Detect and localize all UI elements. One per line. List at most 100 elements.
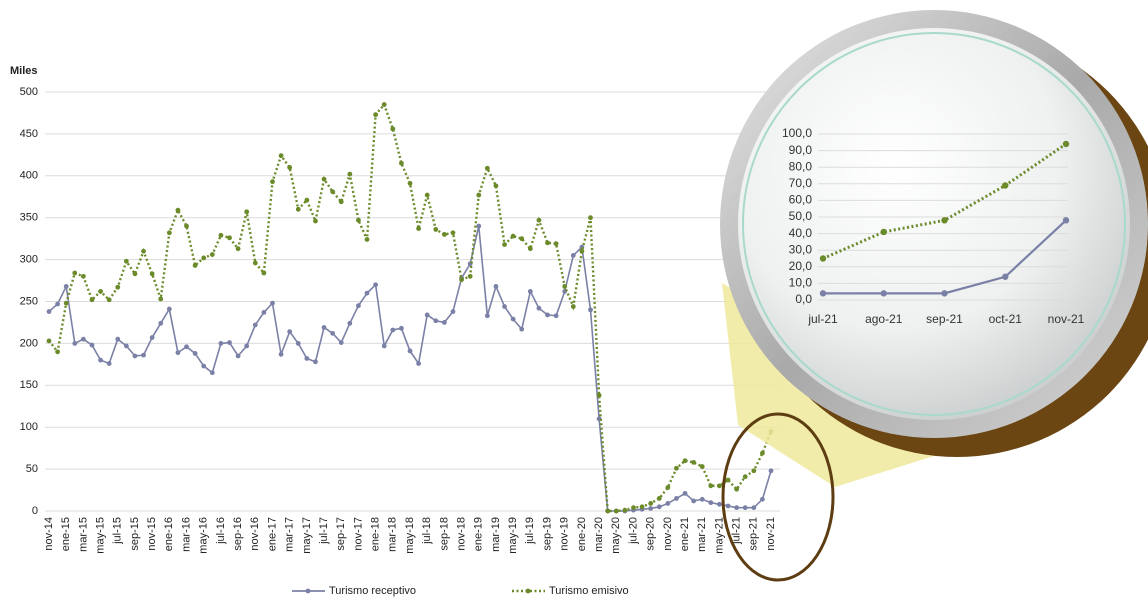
data-point — [941, 290, 948, 297]
x-tick-label: may-18 — [404, 517, 416, 554]
x-tick-label: jul-21 — [731, 517, 743, 545]
data-point — [304, 197, 310, 203]
data-point — [347, 171, 353, 177]
data-point — [347, 320, 353, 326]
data-point — [98, 357, 103, 363]
data-point — [321, 176, 327, 182]
x-tick-label: mar-19 — [490, 517, 502, 552]
data-point — [502, 304, 507, 309]
data-point — [381, 343, 387, 349]
data-point — [55, 349, 60, 355]
data-point — [72, 341, 78, 346]
data-point — [295, 206, 301, 212]
data-point — [364, 237, 370, 242]
data-point — [450, 309, 456, 314]
x-tick-label: ago-21 — [865, 312, 903, 326]
legend-label: Turismo emisivo — [549, 585, 629, 597]
data-point — [510, 233, 516, 239]
data-point — [141, 248, 146, 254]
x-tick-label: nov-16 — [249, 517, 261, 551]
data-point — [235, 246, 241, 252]
main-chart: Miles 0 50 100 150 200 250 300 350 400 450 500 nov-… — [10, 65, 780, 597]
data-point — [1002, 273, 1009, 280]
x-tick-label: sep-20 — [645, 517, 657, 551]
data-point — [321, 325, 327, 330]
data-point — [304, 356, 310, 361]
zoom-ellipse — [721, 412, 835, 582]
data-point — [287, 329, 293, 335]
y-tick-label: 100 — [20, 421, 38, 433]
data-point — [880, 290, 887, 297]
data-point — [665, 485, 671, 490]
data-point — [570, 304, 576, 309]
data-point — [115, 284, 121, 290]
data-point — [725, 503, 731, 509]
data-point — [261, 270, 267, 276]
x-tick-label: may-15 — [94, 517, 106, 554]
data-point — [527, 246, 533, 252]
data-point — [252, 260, 258, 266]
y-tick-label: 40,0 — [789, 226, 813, 240]
data-point — [218, 341, 224, 346]
legend-marker — [525, 588, 531, 594]
data-point — [441, 320, 447, 325]
data-point — [536, 305, 542, 311]
data-point — [656, 504, 662, 510]
data-point — [717, 501, 722, 507]
y-tick-label: 70,0 — [789, 176, 813, 190]
x-tick-label: jul-19 — [524, 517, 536, 545]
data-point — [330, 189, 336, 195]
data-point — [699, 464, 705, 469]
data-point — [123, 343, 129, 349]
data-point — [209, 370, 215, 376]
data-point — [407, 348, 413, 354]
data-point — [149, 271, 155, 277]
data-point — [399, 325, 404, 331]
data-point — [536, 217, 542, 223]
data-point — [493, 284, 499, 289]
data-point — [373, 112, 379, 118]
data-point — [527, 289, 533, 294]
data-point — [72, 270, 78, 276]
x-tick-label: may-21 — [713, 517, 725, 554]
y-tick-label: 0 — [32, 505, 38, 517]
y-tick-label: 30,0 — [789, 242, 813, 256]
data-point — [734, 486, 740, 492]
data-point — [742, 474, 748, 480]
legend-label: Turismo receptivo — [329, 585, 416, 597]
x-tick-label: may-20 — [610, 517, 622, 554]
data-point — [80, 273, 86, 279]
x-tick-label: nov-21 — [765, 517, 777, 551]
x-tick-label: ene-16 — [163, 517, 175, 551]
data-point — [476, 192, 482, 198]
x-tick-label: sep-18 — [438, 517, 450, 551]
data-point — [227, 340, 232, 345]
y-tick-label: 450 — [20, 128, 38, 140]
x-tick-label: nov-14 — [43, 517, 55, 551]
data-point — [510, 316, 516, 322]
data-point — [141, 352, 146, 358]
y-tick-label: 200 — [20, 337, 38, 349]
data-point — [407, 180, 413, 186]
data-point — [768, 468, 774, 474]
data-point — [278, 351, 284, 357]
data-point — [132, 271, 138, 277]
data-point — [459, 277, 464, 283]
data-point — [175, 350, 181, 356]
data-point — [416, 226, 421, 231]
x-tick-label: jul-15 — [112, 517, 124, 545]
data-point — [192, 263, 198, 268]
data-point — [1002, 182, 1009, 189]
data-point — [1062, 140, 1070, 148]
x-tick-label: mar-18 — [387, 517, 399, 552]
y-tick-label: 50 — [26, 463, 38, 475]
legend-marker — [305, 588, 311, 594]
data-point — [98, 289, 103, 294]
magnifier-inner-ring — [742, 32, 1126, 416]
data-point — [270, 300, 275, 306]
data-point — [734, 505, 740, 511]
data-point — [441, 232, 447, 237]
y-tick-label: 350 — [20, 212, 38, 224]
data-point — [123, 258, 129, 264]
data-point — [115, 336, 121, 342]
